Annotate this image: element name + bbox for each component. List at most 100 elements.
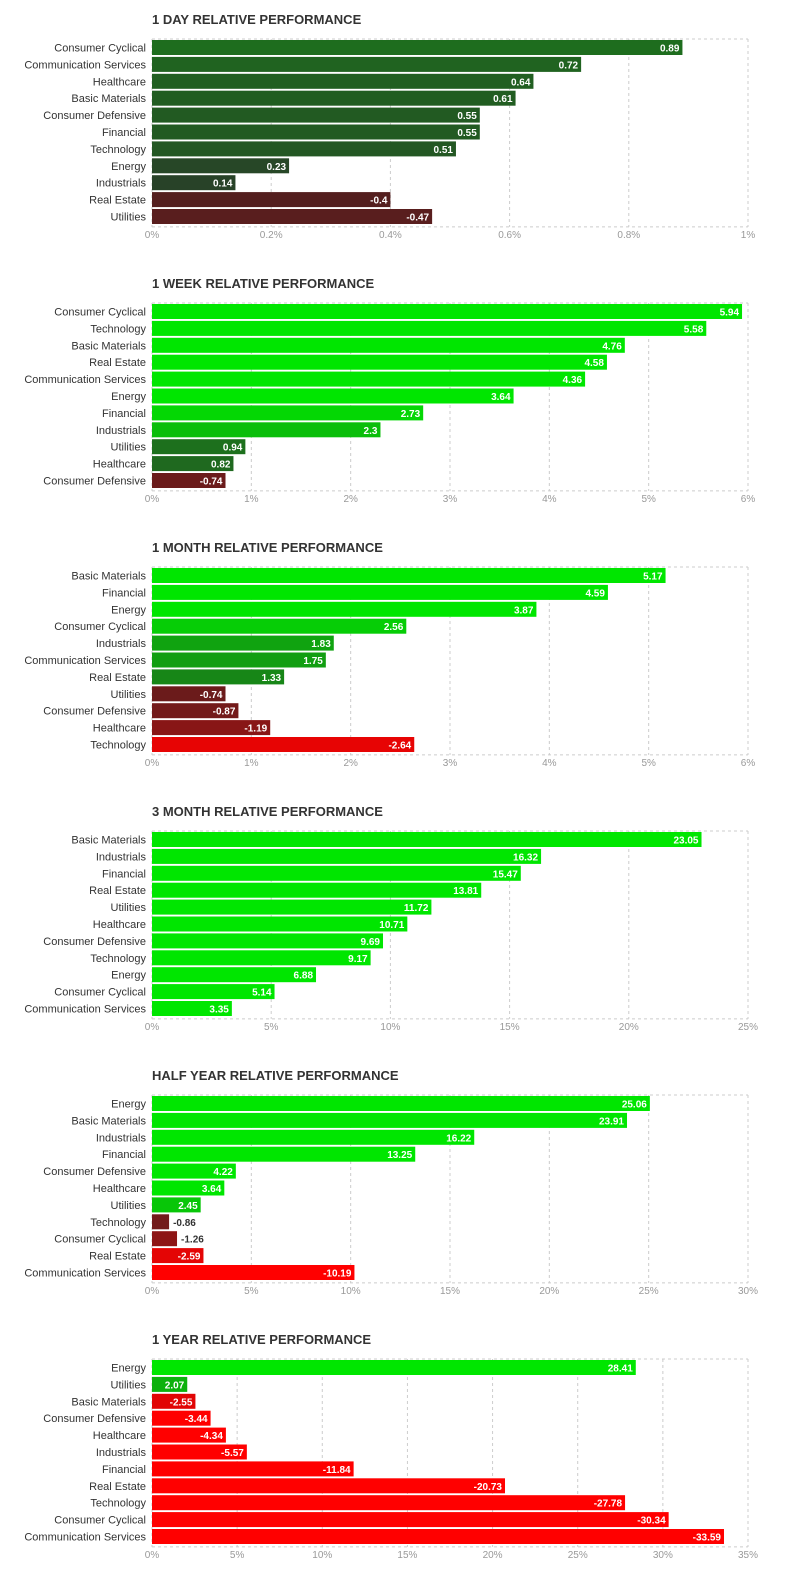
category-label: Consumer Defensive bbox=[43, 936, 146, 948]
value-label: -2.55 bbox=[170, 1397, 193, 1408]
chart-3: 1 MONTH RELATIVE PERFORMANCE 0% 1% 2% 3% 4% 5%… bbox=[0, 528, 788, 792]
value-label: 3.64 bbox=[202, 1184, 222, 1195]
tick-label: 4% bbox=[542, 758, 557, 769]
bar bbox=[152, 209, 433, 224]
category-label: Consumer Cyclical bbox=[54, 621, 146, 633]
tick-label: 0% bbox=[145, 230, 160, 241]
category-label: Communication Services bbox=[24, 59, 146, 71]
bar bbox=[152, 192, 391, 208]
tick-label: 15% bbox=[397, 1550, 417, 1561]
value-label: 9.17 bbox=[348, 954, 368, 965]
bar bbox=[152, 124, 480, 140]
chart-1: 1 DAY RELATIVE PERFORMANCE 0% 0.2% 0.4% 0.6%… bbox=[0, 0, 788, 264]
bar bbox=[152, 354, 607, 370]
category-label: Industrials bbox=[96, 1447, 147, 1459]
tick-label: 2% bbox=[343, 758, 358, 769]
bar bbox=[152, 635, 334, 651]
category-label: Basic Materials bbox=[71, 340, 146, 352]
value-label: -27.78 bbox=[594, 1499, 623, 1510]
bar bbox=[152, 568, 666, 583]
category-label: Communication Services bbox=[24, 1004, 146, 1016]
value-label: 0.14 bbox=[213, 179, 233, 190]
category-label: Healthcare bbox=[93, 723, 146, 735]
value-label: 2.56 bbox=[384, 622, 404, 633]
value-label: -0.87 bbox=[213, 707, 236, 718]
value-label: -10.19 bbox=[323, 1269, 352, 1280]
category-label: Financial bbox=[102, 587, 146, 599]
category-label: Industrials bbox=[96, 1132, 147, 1144]
tick-label: 5% bbox=[230, 1550, 245, 1561]
bar bbox=[152, 1001, 232, 1016]
bar bbox=[152, 1096, 650, 1111]
category-label: Basic Materials bbox=[71, 571, 146, 583]
chart-5: HALF YEAR RELATIVE PERFORMANCE 0% 5% 10% 15%… bbox=[0, 1056, 788, 1320]
value-label: 0.94 bbox=[223, 443, 243, 454]
bar bbox=[152, 158, 290, 174]
bar bbox=[152, 1146, 416, 1162]
value-label: -1.26 bbox=[181, 1235, 204, 1246]
bar bbox=[152, 686, 226, 702]
bar bbox=[152, 107, 480, 123]
category-label: Utilities bbox=[111, 1200, 147, 1212]
category-label: Technology bbox=[90, 1498, 146, 1510]
value-label: 2.3 bbox=[364, 426, 378, 437]
bar bbox=[152, 984, 275, 1000]
bar bbox=[152, 1512, 669, 1528]
bar bbox=[152, 967, 317, 983]
category-label: Consumer Defensive bbox=[43, 110, 146, 122]
value-label: -0.47 bbox=[406, 213, 429, 224]
tick-label: 3% bbox=[443, 758, 458, 769]
tick-label: 0% bbox=[145, 1550, 160, 1561]
bar bbox=[152, 950, 371, 966]
category-label: Consumer Cyclical bbox=[54, 43, 146, 55]
category-label: Basic Materials bbox=[71, 1115, 146, 1127]
value-label: 28.41 bbox=[608, 1364, 633, 1375]
value-label: 0.72 bbox=[559, 60, 579, 71]
value-label: 0.55 bbox=[457, 128, 477, 139]
category-label: Communication Services bbox=[24, 374, 146, 386]
category-label: Energy bbox=[111, 604, 146, 616]
bar bbox=[152, 1248, 204, 1264]
category-label: Basic Materials bbox=[71, 1396, 146, 1408]
category-label: Financial bbox=[102, 1149, 146, 1161]
category-label: Healthcare bbox=[93, 1430, 146, 1442]
value-label: -0.74 bbox=[200, 477, 223, 488]
value-label: 13.25 bbox=[387, 1150, 412, 1161]
value-label: 11.72 bbox=[404, 903, 429, 914]
bar bbox=[152, 1495, 626, 1511]
chart-title: HALF YEAR RELATIVE PERFORMANCE bbox=[152, 1068, 399, 1083]
bar bbox=[152, 1444, 247, 1460]
category-label: Communication Services bbox=[24, 655, 146, 667]
category-label: Utilities bbox=[111, 902, 147, 914]
tick-label: 5% bbox=[641, 494, 656, 505]
tick-label: 30% bbox=[653, 1550, 673, 1561]
category-label: Real Estate bbox=[89, 1251, 146, 1263]
tick-label: 0% bbox=[145, 1286, 160, 1297]
bar bbox=[152, 669, 285, 685]
category-label: Real Estate bbox=[89, 672, 146, 684]
bar bbox=[152, 1265, 355, 1280]
category-label: Technology bbox=[90, 323, 146, 335]
category-label: Real Estate bbox=[89, 357, 146, 369]
chart-plot: 0% 1% 2% 3% 4% 5% 6% Consumer Cyclical 5.94 Techn… bbox=[24, 302, 755, 505]
category-label: Healthcare bbox=[93, 459, 146, 471]
tick-label: 10% bbox=[380, 1022, 400, 1033]
bar bbox=[152, 1180, 225, 1196]
bar bbox=[152, 1214, 170, 1230]
chart-plot: 0% 1% 2% 3% 4% 5% 6% Basic Materials 5.17 Financi… bbox=[24, 566, 755, 769]
bar bbox=[152, 584, 608, 600]
bar bbox=[152, 832, 702, 847]
value-label: -0.4 bbox=[370, 196, 388, 207]
bar bbox=[152, 56, 582, 72]
tick-label: 20% bbox=[483, 1550, 503, 1561]
bar bbox=[152, 40, 683, 55]
tick-label: 15% bbox=[500, 1022, 520, 1033]
category-label: Healthcare bbox=[93, 76, 146, 88]
tick-label: 5% bbox=[641, 758, 656, 769]
bar bbox=[152, 1360, 636, 1375]
value-label: 0.64 bbox=[511, 77, 531, 88]
bar bbox=[152, 1163, 236, 1179]
value-label: 3.35 bbox=[209, 1005, 229, 1016]
value-label: 9.69 bbox=[361, 937, 381, 948]
category-label: Utilities bbox=[111, 1379, 147, 1391]
